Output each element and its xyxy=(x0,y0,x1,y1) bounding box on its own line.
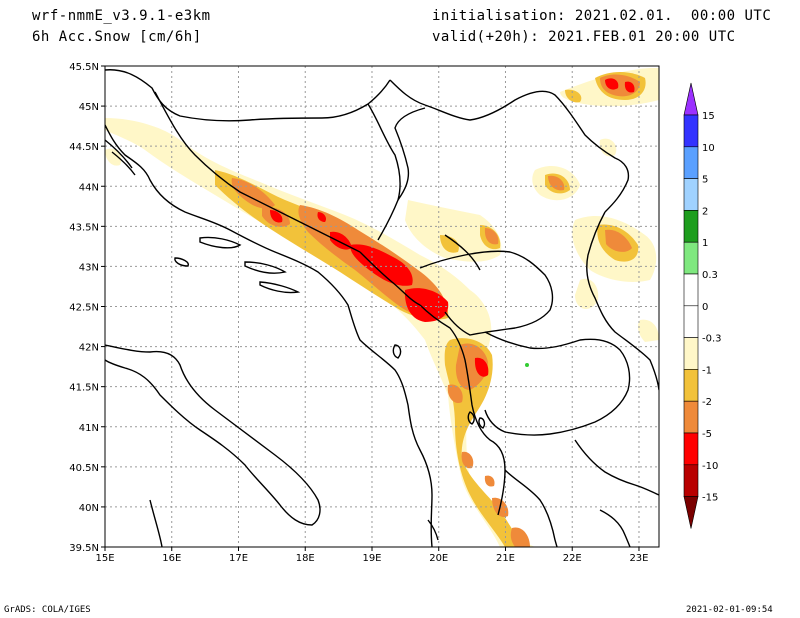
colorbar-band xyxy=(683,146,699,179)
borders xyxy=(105,69,659,547)
colorbar-top-arrow xyxy=(683,82,699,116)
variable-title: 6h Acc.Snow [cm/6h] xyxy=(32,29,202,45)
romania-border xyxy=(424,90,630,213)
x-tick-label: 18E xyxy=(296,553,315,564)
montenegro-border xyxy=(359,251,421,306)
colorbar-label: 2 xyxy=(702,206,708,217)
island-5 xyxy=(105,139,133,169)
snow-extreme xyxy=(270,78,635,377)
colorbar-band xyxy=(683,178,699,211)
macedonia-border xyxy=(484,331,631,436)
y-tick-label: 44N xyxy=(79,182,99,193)
x-tick-label: 23E xyxy=(629,553,648,564)
colorbar-band xyxy=(683,241,699,275)
y-tick-label: 41N xyxy=(79,423,99,434)
greece-chalk xyxy=(599,509,631,547)
island-6 xyxy=(111,151,136,176)
colorbar-band xyxy=(683,114,699,148)
colorbar-label: 10 xyxy=(702,143,715,154)
y-tick-label: 43.5N xyxy=(69,222,99,233)
colorbar-label: -5 xyxy=(702,429,712,440)
italy-coast xyxy=(105,344,321,526)
lake-shkoder xyxy=(392,344,402,359)
adriatic-coast xyxy=(105,124,433,547)
island-1 xyxy=(199,236,242,249)
colorbar-band xyxy=(683,369,699,402)
greece-coast xyxy=(574,439,659,496)
colorbar-band xyxy=(683,337,699,370)
bosnia-east xyxy=(367,103,401,241)
colorbar-label: -10 xyxy=(702,461,718,472)
colorbar-label: -1 xyxy=(702,365,712,376)
green-spot xyxy=(525,363,529,367)
serbia-west xyxy=(394,107,426,201)
island-2 xyxy=(244,261,287,274)
y-tick-label: 43N xyxy=(79,262,99,273)
north-border xyxy=(105,69,391,122)
hungary-border xyxy=(389,79,426,106)
island-4 xyxy=(174,257,189,267)
y-tick-label: 40N xyxy=(79,503,99,514)
colorbar: 15 10 5 2 1 0.3 0 -0.3 -1 -2 -5 -10 -15 xyxy=(683,82,722,529)
footer-left: GrADS: COLA/IGES xyxy=(4,605,91,615)
init-time: initialisation: 2021.02.01. 00:00 UTC xyxy=(432,8,772,24)
colorbar-label: 15 xyxy=(702,111,715,122)
colorbar-band xyxy=(683,432,699,466)
colorbar-label: 1 xyxy=(702,238,708,249)
colorbar-band xyxy=(683,210,699,243)
y-tick-label: 44.5N xyxy=(69,142,99,153)
colorbar-bottom-arrow xyxy=(683,496,699,529)
italy-heel xyxy=(149,499,163,547)
serbia-kosovo-inner xyxy=(444,234,481,271)
lake-ohrid xyxy=(467,411,475,425)
colorbar-label: -0.3 xyxy=(702,334,722,345)
x-tick-label: 16E xyxy=(162,553,181,564)
x-tick-label: 21E xyxy=(496,553,515,564)
y-tick-label: 45.5N xyxy=(69,62,99,73)
x-tick-label: 22E xyxy=(563,553,582,564)
colorbar-band xyxy=(683,273,699,307)
y-tick-label: 40.5N xyxy=(69,463,99,474)
colorbar-label: 5 xyxy=(702,175,708,186)
lake-prespa xyxy=(478,417,486,429)
x-axis: 15E 16E 17E 18E 19E 20E 21E 22E 23E xyxy=(95,547,648,564)
greece-west xyxy=(504,469,558,547)
y-tick-label: 41.5N xyxy=(69,383,99,394)
colorbar-label: 0 xyxy=(702,302,708,313)
footer-right: 2021-02-01-09:54 xyxy=(686,605,773,615)
corfu xyxy=(427,519,439,541)
colorbar-band xyxy=(683,305,699,338)
bulgaria-border xyxy=(586,211,659,391)
x-tick-label: 15E xyxy=(95,553,114,564)
colorbar-label: 0.3 xyxy=(702,270,718,281)
gridlines xyxy=(105,66,659,547)
colorbar-band xyxy=(683,464,699,497)
snow-fields xyxy=(105,68,659,547)
y-axis: 45.5N 45N 44.5N 44N 43.5N 43N 42.5N 42N 41.5N 41N… xyxy=(69,62,105,554)
bosnia-border xyxy=(154,91,361,253)
y-tick-label: 45N xyxy=(79,102,99,113)
model-title: wrf-nmmE_v3.9.1-e3km xyxy=(32,8,211,24)
x-tick-label: 20E xyxy=(429,553,448,564)
colorbar-label: -2 xyxy=(702,397,712,408)
colorbar-band xyxy=(683,400,699,434)
island-3 xyxy=(259,281,301,294)
valid-time: valid(+20h): 2021.FEB.01 20:00 UTC xyxy=(432,29,736,45)
colorbar-label: -15 xyxy=(702,493,718,504)
y-tick-label: 42.5N xyxy=(69,303,99,314)
y-tick-label: 42N xyxy=(79,343,99,354)
x-tick-label: 17E xyxy=(229,553,248,564)
y-tick-label: 39.5N xyxy=(69,543,99,554)
x-tick-label: 19E xyxy=(362,553,381,564)
